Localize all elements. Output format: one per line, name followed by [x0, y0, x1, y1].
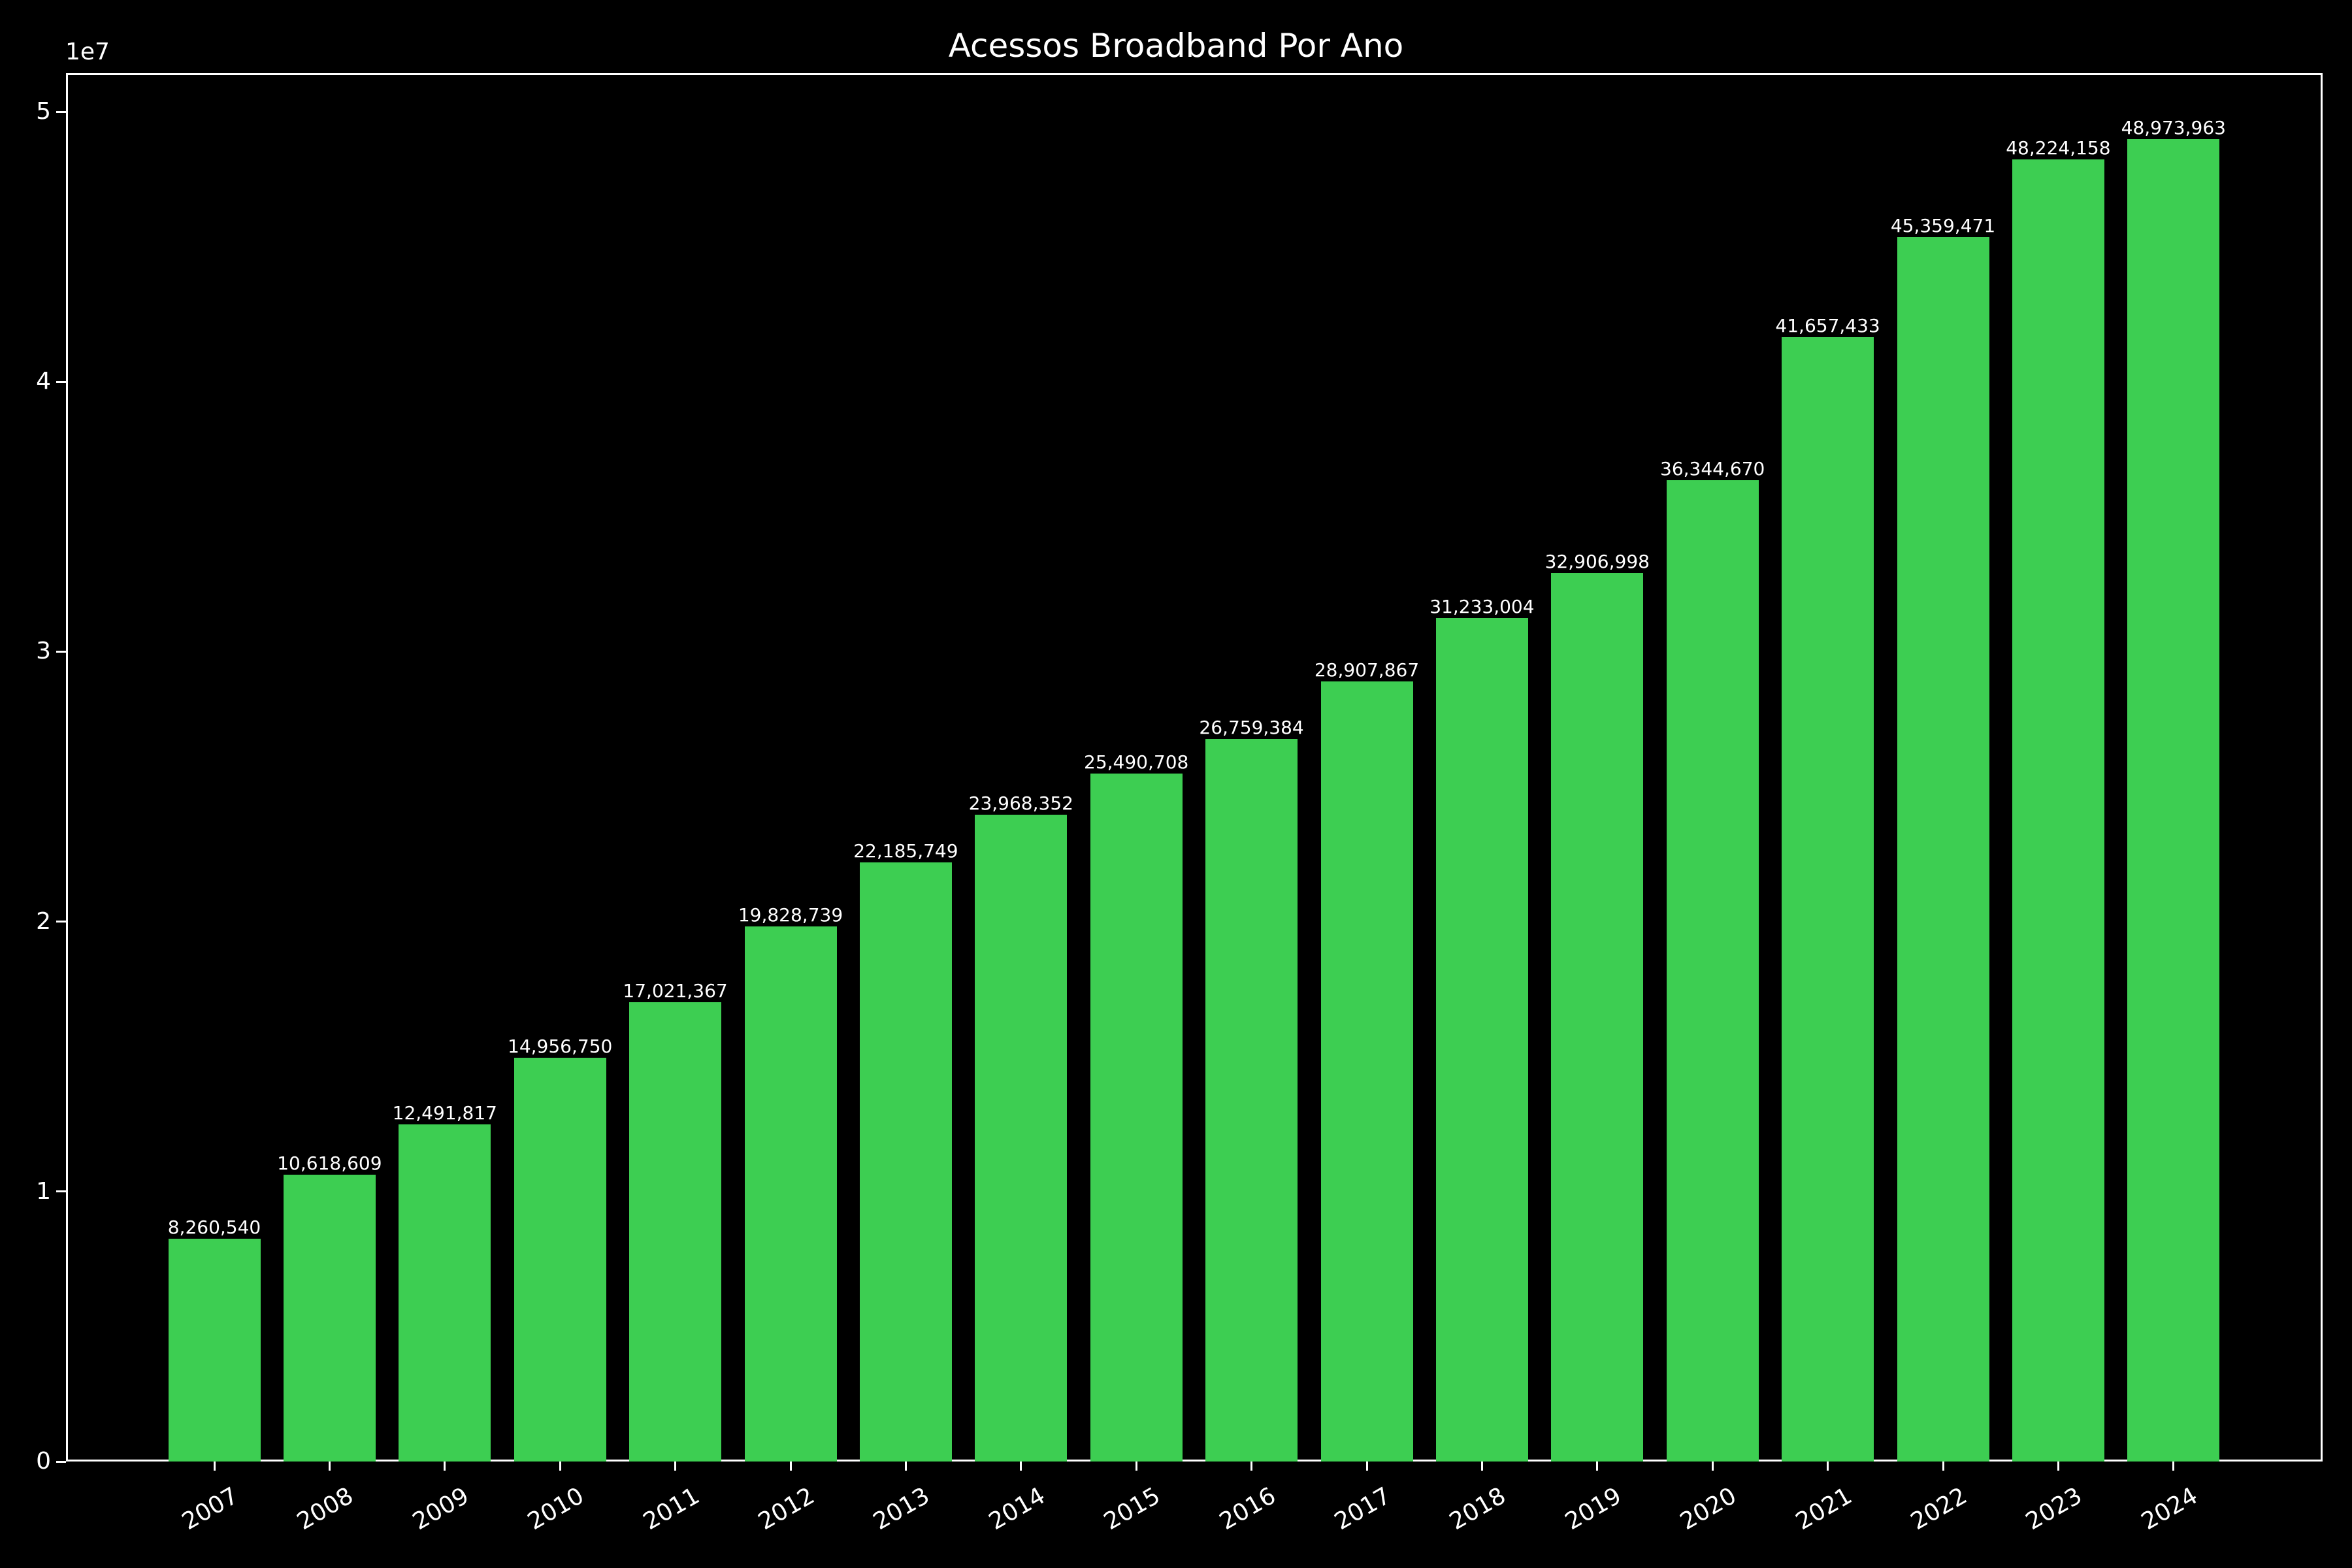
- value-label: 48,973,963: [2121, 117, 2226, 139]
- x-tick-label: 2009: [408, 1482, 474, 1536]
- x-tick-mark: [444, 1462, 446, 1471]
- x-tick-label: 2020: [1676, 1482, 1741, 1536]
- x-tick-label: 2008: [293, 1482, 359, 1536]
- bar-2009: [399, 1124, 491, 1462]
- y-tick-mark: [56, 650, 66, 653]
- bar-2007: [168, 1238, 261, 1462]
- value-label: 36,344,670: [1660, 458, 1765, 480]
- x-tick-label: 2013: [869, 1482, 935, 1536]
- x-tick-mark: [559, 1462, 561, 1471]
- value-label: 41,657,433: [1775, 314, 1880, 336]
- bar-2013: [859, 862, 952, 1462]
- y-tick-mark: [56, 921, 66, 923]
- x-tick-label: 2015: [1100, 1482, 1165, 1536]
- value-label: 32,906,998: [1544, 551, 1650, 573]
- y-tick-mark: [56, 1190, 66, 1193]
- x-tick-label: 2014: [984, 1482, 1050, 1536]
- bar-2023: [2012, 159, 2104, 1462]
- value-label: 23,968,352: [968, 792, 1073, 814]
- x-tick-mark: [1596, 1462, 1599, 1471]
- bar-2014: [975, 814, 1068, 1462]
- y-tick-mark: [56, 1460, 66, 1463]
- bar-2021: [1782, 336, 1874, 1462]
- x-tick-mark: [328, 1462, 331, 1471]
- x-tick-mark: [1942, 1462, 1944, 1471]
- x-tick-label: 2024: [2136, 1482, 2202, 1536]
- x-tick-label: 2007: [177, 1482, 243, 1536]
- x-tick-mark: [2057, 1462, 2059, 1471]
- y-tick-mark: [56, 110, 66, 113]
- x-tick-mark: [1250, 1462, 1253, 1471]
- bar-2010: [514, 1057, 606, 1462]
- value-label: 22,185,749: [853, 840, 958, 862]
- bar-2015: [1090, 773, 1183, 1462]
- y-tick-label: 3: [36, 638, 51, 665]
- value-label: 10,618,609: [277, 1152, 382, 1175]
- bar-2016: [1205, 739, 1298, 1462]
- plot-area: [66, 73, 2323, 1462]
- x-tick-mark: [1480, 1462, 1483, 1471]
- bar-2008: [283, 1175, 376, 1462]
- x-tick-mark: [904, 1462, 907, 1471]
- x-tick-mark: [1365, 1462, 1368, 1471]
- x-tick-label: 2022: [1906, 1482, 1972, 1536]
- value-label: 17,021,367: [623, 979, 728, 1002]
- y-axis-offset-label: 1e7: [65, 39, 110, 65]
- y-tick-label: 2: [36, 907, 51, 935]
- x-tick-label: 2018: [1445, 1482, 1511, 1536]
- x-tick-label: 2016: [1215, 1482, 1281, 1536]
- bar-2011: [629, 1002, 722, 1462]
- bar-2020: [1666, 480, 1759, 1462]
- y-tick-label: 1: [36, 1177, 51, 1205]
- value-label: 31,233,004: [1429, 596, 1535, 618]
- x-tick-mark: [789, 1462, 792, 1471]
- x-tick-label: 2021: [1791, 1482, 1857, 1536]
- y-tick-mark: [56, 380, 66, 383]
- x-tick-label: 2011: [638, 1482, 704, 1536]
- x-tick-label: 2023: [2021, 1482, 2087, 1536]
- value-label: 48,224,158: [2006, 137, 2111, 159]
- value-label: 12,491,817: [392, 1102, 497, 1124]
- value-label: 45,359,471: [1890, 214, 1996, 237]
- x-tick-label: 2017: [1330, 1482, 1396, 1536]
- x-tick-mark: [213, 1462, 216, 1471]
- chart-title: Acessos Broadband Por Ano: [948, 27, 1404, 65]
- y-tick-label: 0: [36, 1448, 51, 1475]
- x-tick-mark: [674, 1462, 677, 1471]
- x-tick-mark: [2172, 1462, 2175, 1471]
- x-tick-mark: [1020, 1462, 1022, 1471]
- x-tick-mark: [1711, 1462, 1714, 1471]
- bar-2019: [1551, 573, 1644, 1462]
- bar-2012: [744, 926, 837, 1462]
- value-label: 19,828,739: [738, 904, 843, 926]
- x-tick-label: 2010: [523, 1482, 589, 1536]
- value-label: 14,956,750: [508, 1035, 613, 1057]
- y-tick-label: 5: [36, 98, 51, 125]
- x-tick-label: 2012: [753, 1482, 819, 1536]
- y-tick-label: 4: [36, 368, 51, 395]
- value-label: 26,759,384: [1199, 717, 1304, 739]
- value-label: 25,490,708: [1084, 751, 1189, 773]
- bar-2024: [2127, 139, 2220, 1462]
- x-tick-mark: [1827, 1462, 1829, 1471]
- value-label: 28,907,867: [1314, 659, 1420, 681]
- bar-2022: [1897, 237, 1989, 1462]
- value-label: 8,260,540: [167, 1216, 261, 1238]
- bar-2018: [1435, 618, 1528, 1462]
- bar-2017: [1320, 681, 1413, 1462]
- x-tick-label: 2019: [1560, 1482, 1626, 1536]
- x-tick-mark: [1135, 1462, 1137, 1471]
